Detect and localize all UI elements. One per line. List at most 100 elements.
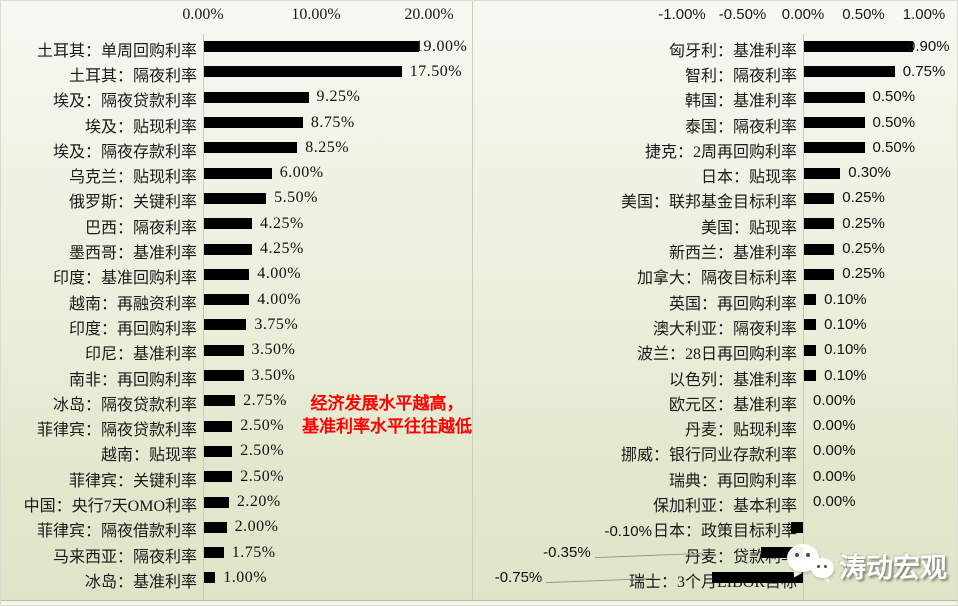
bar <box>204 572 216 584</box>
category-label: 智利：隔夜利率 <box>684 67 797 85</box>
bar <box>204 395 236 407</box>
value-label: 1.75% <box>231 543 276 561</box>
bar <box>204 218 253 230</box>
value-label: 17.50% <box>409 62 463 80</box>
value-label: 3.75% <box>254 315 299 333</box>
bar <box>804 268 835 280</box>
category-label: 乌克兰：贴现利率 <box>68 169 197 187</box>
axis-tick-label: -0.50% <box>718 6 767 23</box>
bar <box>204 344 244 356</box>
axis-tick-label: -1.00% <box>658 6 706 23</box>
category-label: 新西兰：基准利率 <box>668 245 797 263</box>
value-label: 2.50% <box>240 442 285 460</box>
value-label: 2.50% <box>240 467 285 485</box>
bar <box>790 521 803 533</box>
bar <box>760 547 803 559</box>
category-label: 澳大利亚：隔夜利率 <box>652 320 797 338</box>
bar <box>204 445 233 457</box>
bar <box>804 218 835 230</box>
bar <box>804 319 817 331</box>
axis-tick-label: 10.00% <box>291 6 341 23</box>
category-label: 泰国：隔夜利率 <box>684 118 797 136</box>
value-label: 0.00% <box>813 417 856 435</box>
value-label: 8.75% <box>310 113 355 131</box>
red-annotation: 经济发展水平越高， 基准利率水平往往越低 <box>289 392 485 438</box>
value-label: 0.25% <box>842 240 885 258</box>
value-label: 0.00% <box>813 467 856 485</box>
bar <box>204 294 250 306</box>
bar <box>804 91 865 103</box>
category-label: 越南：贴现率 <box>100 447 197 465</box>
value-axis-line <box>803 34 804 600</box>
category-label: 埃及：隔夜贷款利率 <box>52 93 197 111</box>
value-label: 9.25% <box>316 88 361 106</box>
watermark-text: 涛动宏观 <box>839 553 947 583</box>
axis-tick-label: 0.00% <box>182 6 224 23</box>
value-label: 0.00% <box>813 391 856 409</box>
bar <box>204 41 419 53</box>
value-label: 0.10% <box>824 290 867 308</box>
bar <box>204 319 247 331</box>
category-label: 埃及：贴现利率 <box>84 118 197 136</box>
bar <box>804 370 817 382</box>
category-label: 印度：再回购利率 <box>68 320 197 338</box>
value-label: 0.00% <box>813 493 856 511</box>
axis-tick-label: 0.00% <box>781 6 825 23</box>
value-label: 4.00% <box>257 290 302 308</box>
category-label: 越南：再融资利率 <box>68 295 197 313</box>
value-label: 0.10% <box>824 341 867 359</box>
value-label: 3.50% <box>251 366 296 384</box>
value-label: 0.90% <box>907 37 950 55</box>
wechat-icon <box>811 558 834 578</box>
category-label: 丹麦：贴现利率 <box>684 422 797 440</box>
annotation-line-2: 基准利率水平往往越低 <box>302 417 472 436</box>
annotation-line-1: 经济发展水平越高， <box>310 394 464 413</box>
value-label: 2.50% <box>240 417 285 435</box>
bar <box>804 142 865 154</box>
chart-bottom-border <box>1 600 957 601</box>
bar <box>204 496 229 508</box>
axis-tick-label: 20.00% <box>404 6 454 23</box>
category-label: 菲律宾：隔夜贷款利率 <box>36 422 197 440</box>
bar <box>204 142 298 154</box>
category-label: 中国：央行7天OMO利率 <box>23 498 197 516</box>
category-label: 欧元区：基准利率 <box>668 396 797 414</box>
right-chart-low-rates: -1.00% -0.50% 0.00% 0.50% 1.00% 匈牙利：基准利率 0.90%… <box>473 1 957 601</box>
value-label: 2.00% <box>234 518 279 536</box>
bar <box>204 420 233 432</box>
category-label: 瑞典：再回购利率 <box>668 472 797 490</box>
bar <box>204 521 227 533</box>
category-label: 加拿大：隔夜目标利率 <box>636 270 797 288</box>
value-label: 0.50% <box>872 113 916 131</box>
value-label: 4.00% <box>257 265 302 283</box>
category-label: 菲律宾：关键利率 <box>68 472 197 490</box>
value-label: -0.75% <box>494 568 543 586</box>
bar <box>804 167 841 179</box>
category-label: 日本：贴现率 <box>700 169 797 187</box>
bar <box>204 192 267 204</box>
category-label: 菲律宾：隔夜借款利率 <box>36 523 197 541</box>
category-label: 印尼：基准利率 <box>84 346 197 364</box>
bar <box>204 167 272 179</box>
axis-tick-label: 0.50% <box>842 6 885 23</box>
category-label: 土耳其：单周回购利率 <box>36 42 197 60</box>
bar <box>204 370 244 382</box>
value-label: 5.50% <box>274 189 318 207</box>
bottom-margin <box>1 601 957 605</box>
value-label: 0.25% <box>842 189 885 207</box>
bar <box>204 117 303 129</box>
category-label: 美国：联邦基金目标利率 <box>620 194 797 212</box>
value-label: 0.25% <box>842 214 885 232</box>
value-label: 0.25% <box>842 265 885 283</box>
bar <box>204 471 233 483</box>
bar <box>204 547 224 559</box>
value-label: -0.10% <box>604 523 652 541</box>
value-label: 0.10% <box>824 366 867 384</box>
category-label: 墨西哥：基准利率 <box>68 245 197 263</box>
bar <box>804 344 817 356</box>
category-label: 土耳其：隔夜利率 <box>68 67 197 85</box>
value-label: 0.75% <box>902 62 946 80</box>
value-label: 4.25% <box>260 214 304 232</box>
category-label: 捷克：2周再回购利率 <box>644 143 797 161</box>
